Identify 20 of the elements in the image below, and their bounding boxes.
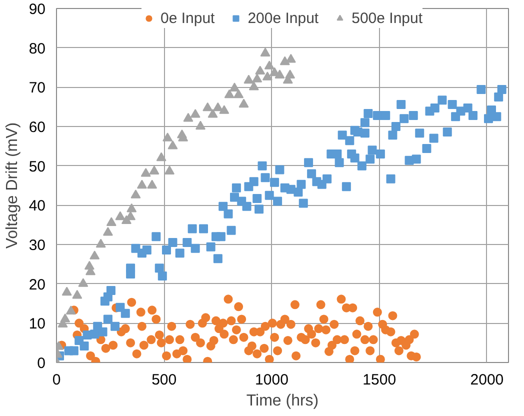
y-tick-label: 60 bbox=[28, 119, 46, 136]
y-tick-label: 30 bbox=[28, 237, 46, 254]
y-tick-label: 80 bbox=[28, 40, 46, 58]
x-tick-label: 500 bbox=[152, 372, 177, 388]
x-axis-title: Time (hrs) bbox=[246, 392, 319, 410]
y-tick-label: 70 bbox=[28, 80, 46, 97]
y-axis-title: Voltage Drift (mV) bbox=[4, 122, 21, 249]
y-tick-label: 10 bbox=[28, 316, 46, 333]
legend-label: 200e Input bbox=[248, 10, 319, 26]
legend-label: 0e Input bbox=[160, 10, 215, 26]
legend-label: 500e Input bbox=[352, 10, 423, 26]
y-tick-label: 50 bbox=[28, 158, 46, 176]
y-tick-label: 0 bbox=[37, 355, 46, 372]
y-tick-label: 90 bbox=[28, 1, 46, 18]
x-tick-label: 1000 bbox=[255, 372, 288, 388]
x-tick-label: 0 bbox=[52, 372, 61, 388]
y-tick-label: 40 bbox=[28, 198, 46, 215]
x-tick-label: 1500 bbox=[362, 372, 396, 388]
x-tick-label: 2000 bbox=[470, 372, 504, 388]
y-tick-label: 20 bbox=[28, 276, 46, 294]
